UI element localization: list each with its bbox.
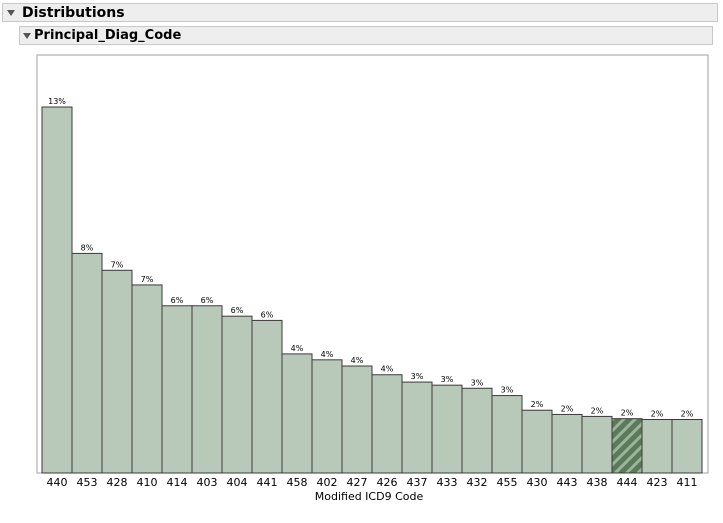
x-tick-label-411: 411	[677, 476, 698, 489]
bar-428[interactable]	[101, 269, 133, 474]
x-tick-label-440: 440	[47, 476, 68, 489]
bar-423[interactable]	[641, 419, 673, 474]
bar-430[interactable]	[521, 409, 553, 474]
bar-402[interactable]	[311, 359, 343, 474]
bar-value-label-437: 3%	[411, 372, 424, 381]
x-tick-label-443: 443	[557, 476, 578, 489]
bar-444[interactable]	[611, 418, 643, 474]
x-tick-label-433: 433	[437, 476, 458, 489]
x-tick-label-430: 430	[527, 476, 548, 489]
bar-value-label-423: 2%	[651, 410, 664, 419]
bar-value-label-438: 2%	[591, 406, 604, 415]
bar-443[interactable]	[551, 413, 583, 474]
bar-414[interactable]	[161, 305, 193, 474]
bar-value-label-414: 6%	[171, 296, 184, 305]
bar-value-label-403: 6%	[201, 296, 214, 305]
bar-453[interactable]	[71, 252, 103, 474]
bar-404[interactable]	[221, 315, 253, 474]
bar-441[interactable]	[251, 319, 283, 474]
x-tick-label-402: 402	[317, 476, 338, 489]
bar-value-label-404: 6%	[231, 306, 244, 315]
bar-value-label-441: 6%	[261, 310, 274, 319]
x-tick-label-458: 458	[287, 476, 308, 489]
x-tick-label-437: 437	[407, 476, 428, 489]
bar-value-label-426: 4%	[381, 365, 394, 374]
bar-value-label-410: 7%	[141, 275, 154, 284]
x-tick-label-444: 444	[617, 476, 638, 489]
x-tick-label-441: 441	[257, 476, 278, 489]
disclosure-triangle-icon[interactable]	[22, 31, 32, 41]
bar-value-label-440: 13%	[48, 97, 66, 106]
x-axis-title: Modified ICD9 Code	[315, 490, 424, 503]
bar-value-label-453: 8%	[81, 243, 94, 252]
bar-labels-group: 13% 8% 7% 7% 6% 6% 6% 6% 4% 4% 4% 4% 3% 3% 3% 3% 2% 2% 2% 2…	[48, 97, 694, 419]
tick-labels-group: 440 453 428 410 414 403 404 441 458 402 427 426 437 4…	[47, 476, 698, 489]
section-title: Distributions	[22, 4, 125, 21]
disclosure-triangle-icon[interactable]	[6, 8, 16, 18]
bar-410[interactable]	[131, 284, 163, 474]
x-tick-label-432: 432	[467, 476, 488, 489]
bar-value-label-402: 4%	[321, 350, 334, 359]
bar-427[interactable]	[341, 365, 373, 474]
bar-value-label-455: 3%	[501, 386, 514, 395]
distributions-header[interactable]: Distributions	[2, 3, 718, 22]
x-tick-label-427: 427	[347, 476, 368, 489]
x-tick-label-404: 404	[227, 476, 248, 489]
bar-value-label-428: 7%	[111, 260, 124, 269]
subsection-title: Principal_Diag_Code	[34, 28, 182, 43]
x-tick-label-423: 423	[647, 476, 668, 489]
bar-438[interactable]	[581, 415, 613, 474]
bars-group	[41, 106, 703, 474]
bar-value-label-443: 2%	[561, 404, 574, 413]
bar-value-label-430: 2%	[531, 400, 544, 409]
bar-value-label-427: 4%	[351, 356, 364, 365]
bar-value-label-433: 3%	[441, 375, 454, 384]
bar-455[interactable]	[491, 395, 523, 474]
x-tick-label-410: 410	[137, 476, 158, 489]
bar-403[interactable]	[191, 305, 223, 474]
bar-411[interactable]	[671, 419, 703, 474]
x-tick-label-403: 403	[197, 476, 218, 489]
bar-value-label-458: 4%	[291, 344, 304, 353]
bar-value-label-444: 2%	[621, 409, 634, 418]
bar-440[interactable]	[41, 106, 73, 474]
bar-432[interactable]	[461, 387, 493, 474]
bar-437[interactable]	[401, 381, 433, 474]
x-tick-label-453: 453	[77, 476, 98, 489]
x-tick-label-426: 426	[377, 476, 398, 489]
x-tick-label-438: 438	[587, 476, 608, 489]
bar-value-label-411: 2%	[681, 410, 694, 419]
principal-diag-code-header[interactable]: Principal_Diag_Code	[19, 26, 713, 45]
bar-value-label-432: 3%	[471, 378, 484, 387]
bar-426[interactable]	[371, 374, 403, 474]
x-tick-label-414: 414	[167, 476, 188, 489]
x-tick-label-455: 455	[497, 476, 518, 489]
x-tick-label-428: 428	[107, 476, 128, 489]
bar-433[interactable]	[431, 384, 463, 474]
bar-458[interactable]	[281, 353, 313, 474]
